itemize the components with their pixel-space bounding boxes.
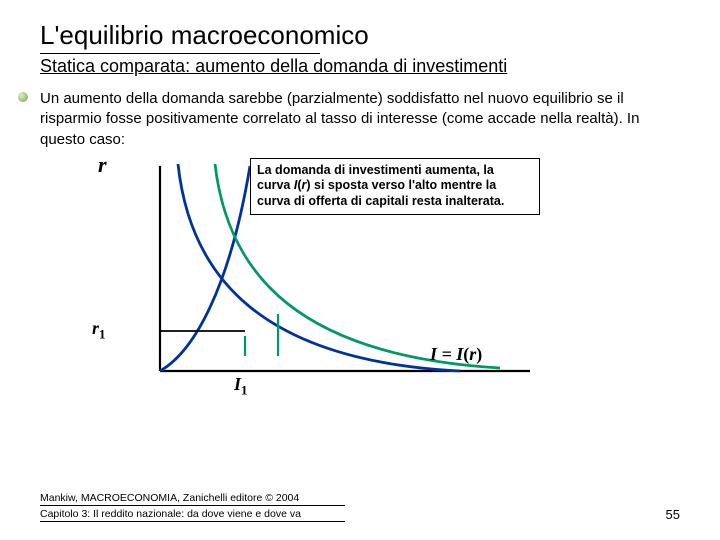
footer-line1: Mankiw, MACROECONOMIA, Zanichelli editor… — [40, 492, 345, 506]
slide-title: L'equilibrio macroeconomico — [40, 20, 680, 51]
annotation-box: La domanda di investimenti aumenta, la c… — [250, 158, 540, 215]
i1-text: I — [234, 374, 241, 394]
r1-text: r — [92, 318, 99, 338]
footer-line2: Capitolo 3: Il reddito nazionale: da dov… — [40, 508, 345, 522]
annotation-line3: curva di offerta di capitali resta inalt… — [257, 194, 533, 210]
r1-label: r1 — [92, 318, 106, 343]
curve-label-I: I = I — [430, 344, 463, 364]
ann-l2-post: si sposta verso l'alto mentre la — [311, 178, 497, 192]
curve-label-paren-close: ) — [476, 344, 482, 364]
bullet-icon — [18, 92, 28, 102]
body-text: Un aumento della domanda sarebbe (parzia… — [40, 89, 680, 150]
annotation-line2: curva I(r) si sposta verso l'alto mentre… — [257, 178, 533, 194]
y-axis-label: r — [98, 152, 107, 178]
curve-label: I = I(r) — [430, 344, 482, 365]
ann-l2-pre: curva — [257, 178, 294, 192]
title-underline — [40, 53, 320, 54]
chart: r r1 I1 I = I(r) La domanda di investime… — [100, 156, 600, 416]
slide-subtitle: Statica comparata: aumento della domanda… — [40, 56, 680, 77]
page-number: 55 — [666, 507, 680, 522]
i1-sub: 1 — [241, 382, 248, 397]
footer: Mankiw, MACROECONOMIA, Zanichelli editor… — [40, 492, 345, 522]
r1-sub: 1 — [99, 326, 106, 341]
annotation-line1: La domanda di investimenti aumenta, la — [257, 163, 533, 179]
supply-curve — [160, 166, 250, 371]
i1-label: I1 — [234, 374, 248, 399]
